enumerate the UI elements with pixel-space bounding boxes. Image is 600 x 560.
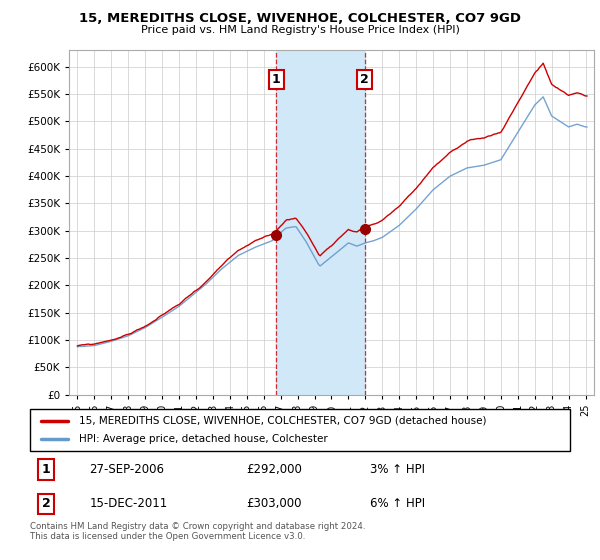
Bar — [276, 50, 365, 395]
Text: 15, MEREDITHS CLOSE, WIVENHOE, COLCHESTER, CO7 9GD (detached house): 15, MEREDITHS CLOSE, WIVENHOE, COLCHESTE… — [79, 416, 486, 426]
Text: Contains HM Land Registry data © Crown copyright and database right 2024.
This d: Contains HM Land Registry data © Crown c… — [30, 522, 365, 542]
Text: 2: 2 — [42, 497, 50, 510]
Text: 6% ↑ HPI: 6% ↑ HPI — [370, 497, 425, 510]
Text: Price paid vs. HM Land Registry's House Price Index (HPI): Price paid vs. HM Land Registry's House … — [140, 25, 460, 35]
Text: 27-SEP-2006: 27-SEP-2006 — [89, 463, 164, 476]
Text: £303,000: £303,000 — [246, 497, 302, 510]
Text: 3% ↑ HPI: 3% ↑ HPI — [370, 463, 425, 476]
Text: £292,000: £292,000 — [246, 463, 302, 476]
Text: HPI: Average price, detached house, Colchester: HPI: Average price, detached house, Colc… — [79, 434, 328, 444]
Text: 1: 1 — [42, 463, 50, 476]
Text: 1: 1 — [272, 73, 281, 86]
Text: 15-DEC-2011: 15-DEC-2011 — [89, 497, 167, 510]
Text: 15, MEREDITHS CLOSE, WIVENHOE, COLCHESTER, CO7 9GD: 15, MEREDITHS CLOSE, WIVENHOE, COLCHESTE… — [79, 12, 521, 25]
Text: 2: 2 — [361, 73, 369, 86]
